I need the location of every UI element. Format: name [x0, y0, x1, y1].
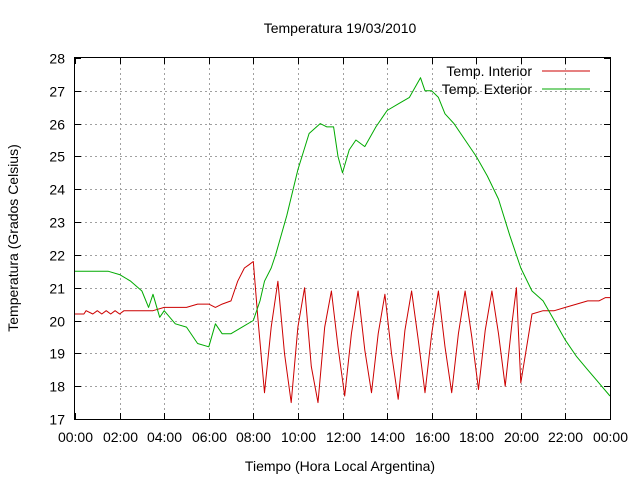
chart-title: Temperatura 19/03/2010 — [264, 20, 417, 36]
series-line-interior — [75, 261, 610, 404]
x-tick-label: 12:00 — [326, 429, 361, 445]
x-tick-label: 14:00 — [370, 429, 405, 445]
x-tick-label: 08:00 — [236, 429, 271, 445]
x-tick-label: 20:00 — [504, 429, 539, 445]
x-tick-labels: 00:00 02:00 04:00 06:00 08:00 10:00 12:00 14:00… — [58, 429, 628, 445]
y-tick-label: 19 — [49, 346, 65, 362]
y-tick-label: 22 — [49, 248, 65, 264]
y-tick-label: 24 — [49, 182, 65, 198]
y-tick-label: 21 — [49, 281, 65, 297]
series-lines — [75, 77, 611, 404]
y-tick-label: 23 — [49, 215, 65, 231]
x-axis-label: Tiempo (Hora Local Argentina) — [245, 458, 435, 474]
x-tick-label: 04:00 — [147, 429, 182, 445]
y-tick-label: 20 — [49, 314, 65, 330]
y-tick-label: 26 — [49, 117, 65, 133]
axis-ticks — [75, 58, 611, 420]
x-tick-label: 22:00 — [548, 429, 583, 445]
x-tick-label: 10:00 — [281, 429, 316, 445]
x-tick-label: 06:00 — [192, 429, 227, 445]
x-tick-label: 00:00 — [58, 429, 93, 445]
x-tick-label: 16:00 — [415, 429, 450, 445]
y-tick-label: 28 — [49, 51, 65, 67]
y-tick-label: 18 — [49, 379, 65, 395]
x-tick-label: 00:00 — [593, 429, 628, 445]
legend-label-interior: Temp. Interior — [446, 63, 532, 79]
x-tick-label: 18:00 — [459, 429, 494, 445]
plot-frame — [74, 57, 611, 420]
x-tick-label: 02:00 — [103, 429, 138, 445]
y-tick-labels: 17 18 19 20 21 22 23 24 25 26 27 28 — [49, 51, 65, 428]
y-tick-label: 25 — [49, 149, 65, 165]
legend-label-exterior: Temp. Exterior — [442, 81, 533, 97]
legend: Temp. Interior Temp. Exterior — [442, 63, 590, 97]
grid-lines — [75, 58, 610, 419]
y-axis-label: Temperatura (Grados Celsius) — [5, 144, 21, 332]
y-tick-label: 27 — [49, 84, 65, 100]
y-tick-label: 17 — [49, 412, 65, 428]
series-line-exterior — [75, 77, 611, 397]
